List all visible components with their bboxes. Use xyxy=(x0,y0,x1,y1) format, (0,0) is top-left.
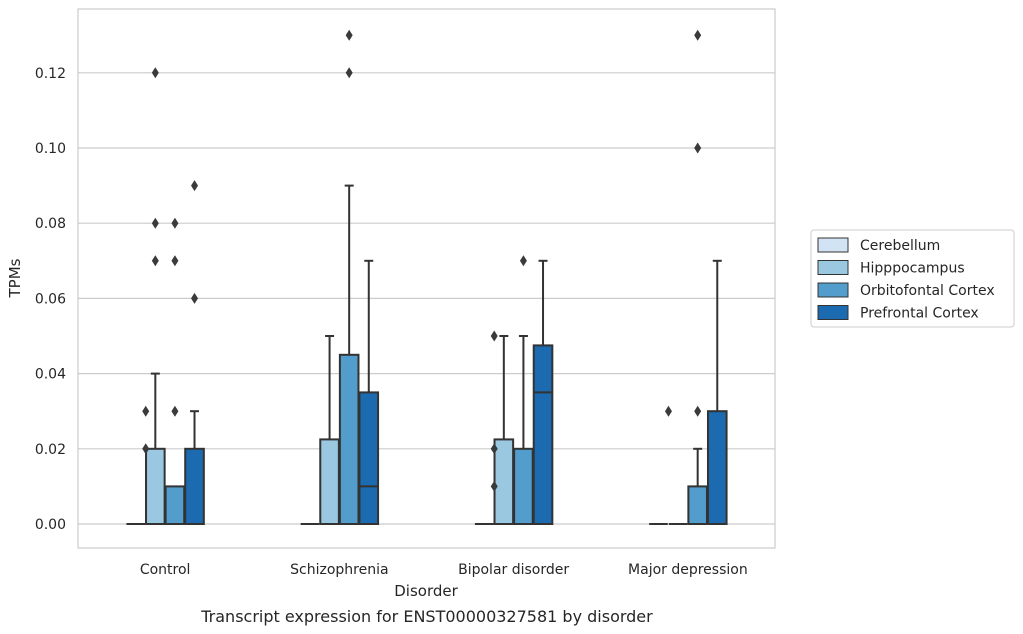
plot-area-frame xyxy=(77,8,776,549)
x-axis-title: Disorder xyxy=(394,582,458,600)
outlier-point xyxy=(151,217,159,229)
outlier-point xyxy=(191,292,199,304)
x-axis-ticks: Control Schizophrenia Bipolar disorder Majo… xyxy=(140,562,748,578)
outlier-point xyxy=(171,217,179,229)
y-axis-title: TPMs xyxy=(6,258,24,298)
box-plot xyxy=(164,485,186,525)
box xyxy=(687,485,708,525)
outlier-point xyxy=(142,443,150,455)
box-plot xyxy=(706,259,728,526)
box-plot xyxy=(319,335,340,525)
chart-caption: Transcript expression for ENST0000032758… xyxy=(200,607,653,626)
outlier-points xyxy=(142,29,702,492)
x-tick-label: Schizophrenia xyxy=(290,562,388,578)
legend-swatch xyxy=(817,305,849,320)
box-plot xyxy=(687,447,708,525)
outlier-point xyxy=(345,67,353,79)
y-tick-label: 0.02 xyxy=(35,442,66,458)
outlier-point xyxy=(151,67,159,79)
y-tick-label: 0.04 xyxy=(35,367,66,383)
box xyxy=(184,447,205,525)
box xyxy=(513,447,534,525)
outlier-point xyxy=(345,29,353,41)
y-tick-label: 0.12 xyxy=(35,66,66,82)
outlier-point xyxy=(694,29,702,41)
outlier-point xyxy=(694,405,702,417)
legend-label: Orbitofontal Cortex xyxy=(860,283,995,299)
legend-swatch xyxy=(817,282,849,298)
box-plot xyxy=(184,410,205,525)
y-tick-label: 0.10 xyxy=(35,141,66,157)
y-axis-ticks: 0.00 0.02 0.04 0.06 0.08 0.10 0.12 xyxy=(35,66,66,533)
box xyxy=(532,344,554,525)
outlier-point xyxy=(171,405,179,417)
outlier-point xyxy=(490,443,498,455)
box-plot xyxy=(532,259,554,525)
box-plots xyxy=(126,184,728,526)
legend-label: Hipppocampus xyxy=(860,261,965,277)
outlier-point xyxy=(694,142,702,154)
legend-label: Cerebellum xyxy=(860,238,940,254)
outlier-point xyxy=(490,330,498,342)
legend-swatch xyxy=(817,260,849,275)
outlier-point xyxy=(151,255,159,267)
legend-label: Prefrontal Cortex xyxy=(860,306,979,322)
box xyxy=(338,353,360,525)
x-tick-label: Bipolar disorder xyxy=(458,562,569,578)
box xyxy=(493,438,515,525)
box-plot xyxy=(145,372,166,525)
y-tick-label: 0.00 xyxy=(35,517,66,533)
box xyxy=(145,447,166,525)
outlier-point xyxy=(664,405,672,417)
box-plot xyxy=(358,259,380,525)
x-tick-label: Major depression xyxy=(628,562,748,578)
box xyxy=(358,391,380,525)
legend-frame xyxy=(810,229,1015,328)
box xyxy=(164,485,186,525)
x-tick-label: Control xyxy=(140,562,191,578)
box xyxy=(319,438,340,525)
outlier-point xyxy=(490,480,498,492)
y-tick-label: 0.06 xyxy=(35,291,66,307)
outlier-point xyxy=(142,405,150,417)
outlier-point xyxy=(171,255,179,267)
legend-swatch xyxy=(817,237,849,253)
y-tick-label: 0.08 xyxy=(35,216,66,232)
outlier-point xyxy=(191,180,199,192)
legend: Cerebellum Hipppocampus Orbitofontal Corte… xyxy=(810,229,1015,328)
box-plot xyxy=(338,184,360,525)
outlier-point xyxy=(519,255,527,267)
box xyxy=(706,410,728,526)
